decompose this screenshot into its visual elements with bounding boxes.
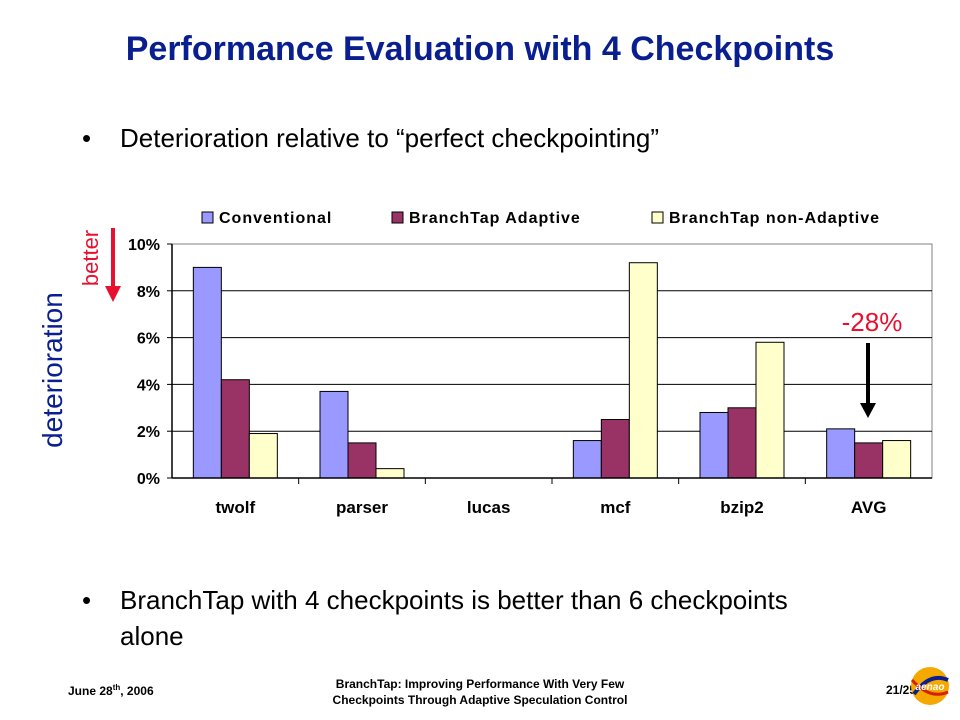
footer-date-prefix: June 28 <box>68 684 113 698</box>
bar <box>319 390 349 479</box>
bar <box>600 419 630 479</box>
aenao-logo: aenao <box>910 667 949 705</box>
footer-caption-line2: Checkpoints Through Adaptive Speculation… <box>332 693 628 707</box>
x-tick-label: parser <box>336 498 388 517</box>
x-tick-label: mcf <box>600 498 631 517</box>
logo-text: aenao <box>916 682 945 693</box>
legend-swatch <box>651 211 664 224</box>
bar <box>826 428 856 479</box>
legend-label: Conventional <box>219 210 332 227</box>
bar <box>375 468 405 479</box>
down-arrow-icon <box>860 343 876 418</box>
bar <box>755 341 785 479</box>
bar <box>699 411 729 479</box>
legend-swatch <box>391 211 404 224</box>
bar <box>192 266 222 479</box>
legend-label: BranchTap Adaptive <box>409 210 581 227</box>
bar <box>347 442 377 479</box>
x-tick-label: AVG <box>851 498 887 517</box>
y-tick-label: 4% <box>137 377 160 394</box>
y-tick-label: 0% <box>137 471 160 488</box>
footer-date-sup: th <box>112 683 121 692</box>
y-tick-label: 6% <box>137 331 160 348</box>
bar <box>248 433 278 479</box>
bullet-text: Deterioration relative to “perfect check… <box>120 123 660 153</box>
bar <box>572 440 602 479</box>
y-tick-label: 10% <box>128 237 160 254</box>
better-label: better <box>78 230 103 286</box>
bar <box>882 440 912 479</box>
bar <box>628 262 658 479</box>
footer-caption: BranchTap: Improving Performance With Ve… <box>260 676 700 708</box>
legend-label: BranchTap non-Adaptive <box>669 210 880 227</box>
x-tick-label: lucas <box>467 498 510 517</box>
bar <box>220 379 250 479</box>
deterioration-label: deterioration <box>37 292 68 448</box>
bullet-marker: • <box>82 585 92 615</box>
footer-caption-line1: BranchTap: Improving Performance With Ve… <box>335 677 625 691</box>
y-tick-label: 8% <box>137 284 160 301</box>
better-arrow-icon <box>105 228 121 302</box>
x-tick-label: bzip2 <box>720 498 763 517</box>
plot-area: 0% 2% 4% 6% 8% 10% twolf parser lucas mcf bzip2 AVG <box>128 237 933 517</box>
bar <box>727 407 757 479</box>
plot-frame <box>171 243 933 479</box>
footer-date-suffix: , 2006 <box>120 684 154 698</box>
bar <box>854 442 884 479</box>
slide-title: Performance Evaluation with 4 Checkpoint… <box>125 30 835 68</box>
bullet-text: BranchTap with 4 checkpoints is better t… <box>120 585 788 651</box>
y-tick-label: 2% <box>137 424 160 441</box>
improvement-annotation: -28% <box>842 307 903 337</box>
chart-legend: Conventional BranchTap Adaptive BranchTap … <box>201 210 880 227</box>
page-number: 21/25 <box>886 683 917 697</box>
bullet-marker: • <box>82 123 92 153</box>
x-tick-label: twolf <box>216 498 256 517</box>
legend-swatch <box>201 211 214 224</box>
footer-date: June 28th, 2006 <box>68 683 154 698</box>
